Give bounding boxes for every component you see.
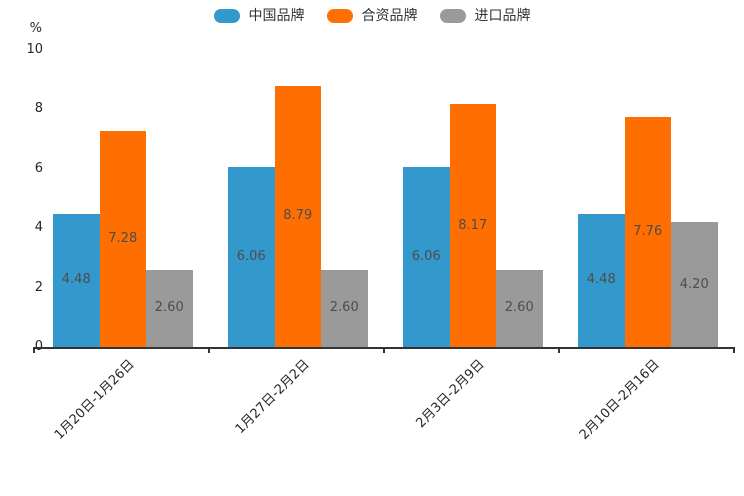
bar-s0-c3[interactable] (578, 213, 625, 347)
bar-s2-c2[interactable] (496, 269, 543, 347)
bar-value-label-s0-c0: 4.48 (61, 272, 91, 288)
legend-swatch-icon (326, 9, 353, 23)
x-axis-tick-1 (208, 347, 210, 353)
y-axis-tick-label-8: 8 (34, 101, 43, 117)
bar-value-label-s1-c2: 8.17 (458, 217, 488, 233)
y-axis-tick-label-6: 6 (34, 160, 43, 176)
bar-s0-c0[interactable] (53, 213, 100, 347)
x-axis-label-3: 2月10日-2月16日 (576, 357, 663, 443)
bar-value-label-s1-c3: 7.76 (633, 223, 663, 239)
bar-s0-c1[interactable] (228, 167, 275, 347)
bar-s1-c2[interactable] (449, 104, 496, 347)
bar-value-label-s1-c0: 7.28 (108, 230, 138, 246)
legend-swatch-icon (213, 9, 240, 23)
bar-s2-c3[interactable] (671, 222, 718, 347)
bar-s1-c3[interactable] (624, 116, 671, 347)
bar-value-label-s0-c2: 6.06 (411, 249, 441, 264)
y-axis-tick-label-10: 10 (26, 42, 43, 57)
x-axis-tick-2 (383, 347, 385, 353)
x-axis-label-2: 2月3日-2月9日 (413, 357, 488, 432)
y-axis-tick-label-4: 4 (34, 220, 43, 236)
x-axis-label-0: 1月20日-1月26日 (51, 357, 138, 443)
bar-value-label-s0-c1: 6.06 (236, 249, 266, 264)
x-axis-tick-4 (733, 347, 735, 353)
bar-value-label-s2-c3: 4.20 (679, 276, 709, 292)
y-axis-tick-label-0: 0 (13, 339, 43, 355)
y-axis-tick-label-2: 2 (34, 279, 43, 295)
bar-value-label-s2-c1: 2.60 (329, 300, 359, 316)
legend-item-2[interactable]: 进口品牌 (439, 8, 531, 24)
legend-swatch-icon (439, 9, 466, 23)
legend-item-0[interactable]: 中国品牌 (213, 8, 305, 24)
bar-s2-c0[interactable] (146, 269, 193, 347)
legend-item-label: 进口品牌 (474, 8, 531, 24)
bar-value-label-s2-c2: 2.60 (504, 300, 534, 316)
bar-value-label-s1-c1: 8.79 (283, 208, 313, 224)
x-axis-tick-0 (33, 347, 35, 353)
bar-s1-c1[interactable] (274, 85, 321, 347)
legend-item-1[interactable]: 合资品牌 (326, 8, 418, 24)
x-axis-label-1: 1月27日-2月2日 (232, 357, 313, 437)
legend-item-label: 中国品牌 (248, 8, 305, 24)
legend: 中国品牌 合资品牌 进口品牌 (0, 8, 744, 24)
y-axis-unit-label: % (29, 21, 42, 36)
bar-value-label-s2-c0: 2.60 (154, 300, 184, 316)
bar-value-label-s0-c3: 4.48 (586, 272, 616, 288)
legend-item-label: 合资品牌 (361, 8, 418, 24)
bar-s1-c0[interactable] (99, 130, 146, 347)
bar-s2-c1[interactable] (321, 269, 368, 347)
x-axis-tick-3 (558, 347, 560, 353)
bar-s0-c2[interactable] (403, 167, 450, 347)
